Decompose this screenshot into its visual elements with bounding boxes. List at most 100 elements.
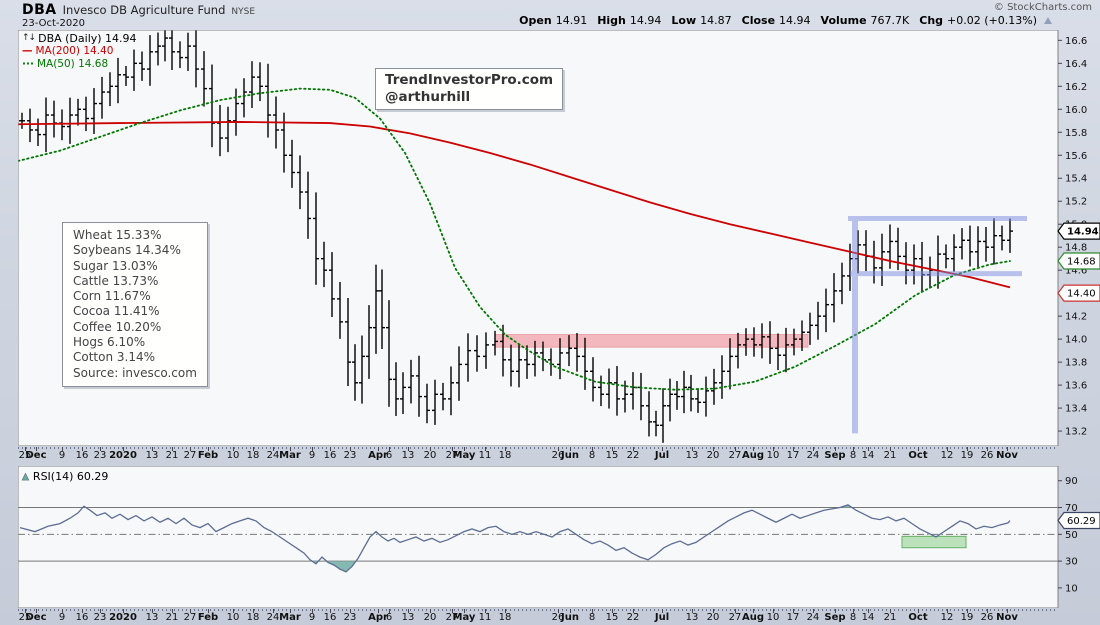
x-axis-label: 26 bbox=[980, 450, 994, 461]
x-axis-tick bbox=[713, 447, 714, 451]
x-axis-label: 2020 bbox=[109, 450, 137, 461]
x-axis-label: Jul bbox=[654, 612, 670, 623]
x-axis-label: Dec bbox=[25, 612, 47, 623]
x-axis-tick bbox=[612, 447, 613, 451]
x-axis-tick bbox=[947, 447, 948, 451]
price-axis-label: 14.0 bbox=[1065, 335, 1087, 346]
exchange-label: NYSE bbox=[231, 7, 256, 17]
x-axis-tick bbox=[312, 609, 313, 613]
x-axis-label: 27 bbox=[728, 612, 742, 623]
x-axis-label: Apr bbox=[368, 450, 388, 461]
x-axis-label: 11 bbox=[478, 450, 492, 461]
x-axis-tick bbox=[389, 609, 390, 613]
price-value-tag: 14.40 bbox=[1057, 284, 1100, 302]
x-axis-label: 21 bbox=[883, 450, 897, 461]
x-axis-tick bbox=[633, 609, 634, 613]
x-axis-tick bbox=[389, 447, 390, 451]
x-axis-label: 10 bbox=[766, 450, 780, 461]
rsi-axis-label: 70 bbox=[1065, 503, 1078, 514]
ma50-legend-label: MA(50) 14.68 bbox=[36, 58, 109, 70]
x-axis-tick bbox=[430, 609, 431, 613]
x-axis-label: 8 bbox=[849, 612, 857, 623]
x-axis-label: 11 bbox=[478, 612, 492, 623]
x-axis-tick bbox=[735, 447, 736, 451]
x-axis-tick bbox=[713, 609, 714, 613]
close-label: Close bbox=[741, 14, 776, 27]
x-axis-label: 22 bbox=[626, 612, 640, 623]
x-axis-label: Mar bbox=[279, 612, 301, 623]
updown-arrows-icon: ↑↓ bbox=[22, 33, 36, 43]
x-axis-label: 15 bbox=[605, 450, 619, 461]
x-axis-tick bbox=[868, 447, 869, 451]
x-axis-label: 27 bbox=[183, 450, 197, 461]
x-axis-label: 9 bbox=[308, 612, 316, 623]
x-axis-label: Nov bbox=[996, 450, 1018, 461]
svg-text:60.29: 60.29 bbox=[1067, 516, 1096, 527]
x-axis-label: 20 bbox=[706, 450, 720, 461]
x-axis-tick bbox=[558, 609, 559, 613]
price-value-tag: 14.94 bbox=[1057, 222, 1100, 240]
x-axis-label: Feb bbox=[197, 450, 219, 461]
x-axis-tick bbox=[452, 447, 453, 451]
holdings-source-line: Source: invesco.com bbox=[73, 365, 197, 380]
x-axis-tick bbox=[330, 447, 331, 451]
blue-annotation-lines bbox=[848, 215, 1027, 434]
x-axis-tick bbox=[633, 447, 634, 451]
x-axis-label: Sep bbox=[824, 612, 846, 623]
price-axis-label: 14.2 bbox=[1065, 312, 1087, 323]
x-axis-tick bbox=[100, 609, 101, 613]
x-axis-label: Aug bbox=[741, 450, 765, 461]
price-legend: ↑↓ DBA (Daily) 14.94 — MA(200) 14.40 ···… bbox=[22, 32, 137, 71]
x-axis-tick bbox=[918, 609, 919, 613]
x-axis-tick bbox=[793, 609, 794, 613]
x-axis-tick bbox=[868, 609, 869, 613]
holdings-line: Cocoa 11.41% bbox=[73, 304, 160, 319]
price-axis-label: 13.8 bbox=[1065, 358, 1087, 369]
x-axis-label: 25 bbox=[18, 450, 32, 461]
x-axis-label: Oct bbox=[908, 612, 928, 623]
x-axis-tick bbox=[967, 609, 968, 613]
rsi-axis-label: 50 bbox=[1065, 530, 1078, 541]
x-axis-tick bbox=[172, 609, 173, 613]
quote-row: Open 14.91 High 14.94 Low 14.87 Close 14.94 … bbox=[513, 14, 1052, 27]
x-axis-label: 15 bbox=[605, 612, 619, 623]
volume-value: 767.7K bbox=[870, 14, 910, 27]
ma50-line bbox=[18, 87, 1011, 391]
x-axis-label: 12 bbox=[940, 450, 954, 461]
x-axis-tick bbox=[172, 447, 173, 451]
x-axis-label: 27 bbox=[183, 612, 197, 623]
x-axis-label: 12 bbox=[940, 612, 954, 623]
price-axis-label: 13.6 bbox=[1065, 381, 1087, 392]
x-axis-tick bbox=[190, 447, 191, 451]
x-axis-tick bbox=[662, 609, 663, 613]
x-axis-label: 16 bbox=[323, 612, 337, 623]
x-axis-tick bbox=[835, 447, 836, 451]
holdings-annotation-box: Wheat 15.33% Soybeans 14.34% Sugar 13.03… bbox=[62, 222, 208, 387]
x-axis-label: 17 bbox=[786, 612, 800, 623]
x-axis-tick bbox=[662, 447, 663, 451]
x-axis-label: 19 bbox=[960, 450, 974, 461]
x-axis-label: 9 bbox=[58, 612, 66, 623]
x-axis-tick bbox=[918, 447, 919, 451]
x-axis-tick bbox=[208, 609, 209, 613]
holdings-line: Soybeans 14.34% bbox=[73, 243, 181, 258]
x-axis-label: Mar bbox=[279, 450, 301, 461]
price-axis-label: 15.2 bbox=[1065, 197, 1087, 208]
x-axis-tick bbox=[464, 447, 465, 451]
x-axis-label: Feb bbox=[197, 612, 219, 623]
x-axis-tick bbox=[753, 609, 754, 613]
x-axis-tick bbox=[190, 609, 191, 613]
x-axis-label: 21 bbox=[165, 612, 179, 623]
x-axis-tick bbox=[773, 609, 774, 613]
ticker-symbol: DBA bbox=[22, 2, 57, 18]
series-legend-row: ↑↓ DBA (Daily) 14.94 bbox=[22, 32, 137, 45]
rsi-green-zone bbox=[901, 535, 967, 549]
chg-value: +0.02 (+0.13%) bbox=[947, 14, 1037, 27]
x-axis-tick bbox=[558, 447, 559, 451]
x-axis-tick bbox=[592, 447, 593, 451]
price-axis-label: 15.4 bbox=[1065, 174, 1087, 185]
x-axis-tick bbox=[312, 447, 313, 451]
x-axis-label: Jul bbox=[654, 450, 670, 461]
x-axis-bottom: 25 Dec 9 16 23 2020 13 21 27 Feb 10 18 24 Mar 9 16 23 Apr… bbox=[0, 609, 1100, 625]
x-axis-tick bbox=[452, 609, 453, 613]
